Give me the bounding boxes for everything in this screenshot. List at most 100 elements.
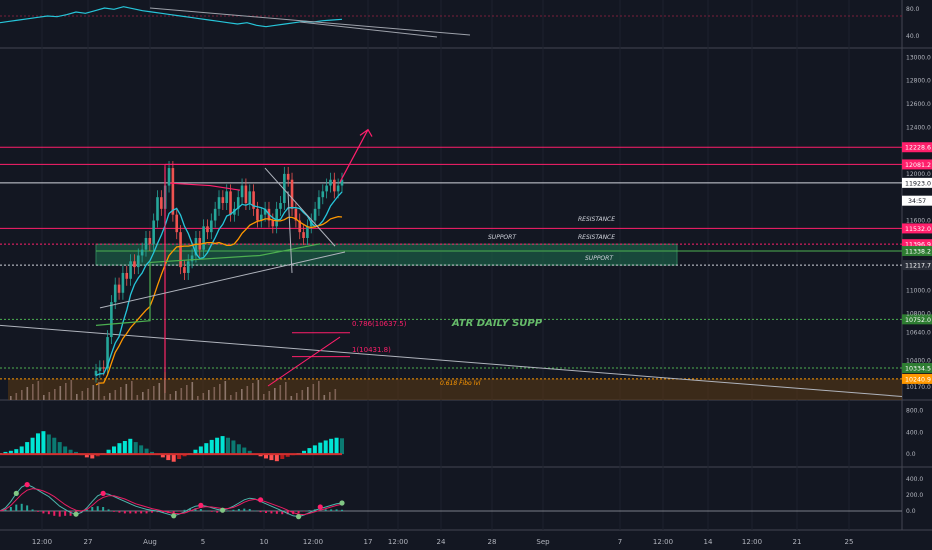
macd-hist-bar bbox=[31, 509, 34, 511]
candle-body bbox=[325, 185, 328, 192]
macd-hist-bar bbox=[297, 511, 300, 514]
candle-body bbox=[221, 197, 225, 204]
histogram-bar bbox=[264, 454, 268, 459]
candle-body bbox=[183, 267, 186, 273]
histogram-bar bbox=[8, 450, 13, 455]
candle-body bbox=[144, 237, 148, 250]
macd-hist-bar bbox=[37, 511, 39, 512]
macd-hist-bar bbox=[151, 511, 153, 513]
osc-trendline bbox=[149, 7, 471, 36]
histogram-bar bbox=[334, 437, 339, 455]
volume-bar bbox=[274, 388, 276, 400]
volume-bar bbox=[334, 389, 337, 400]
histogram-bar bbox=[209, 439, 214, 455]
candle-body bbox=[148, 237, 152, 244]
macd-cross-marker bbox=[73, 511, 79, 517]
volume-bar bbox=[191, 382, 194, 400]
atr-label: ATR DAILY SUPP bbox=[451, 318, 543, 329]
macd-hist-bar bbox=[281, 511, 284, 515]
candle-body bbox=[256, 208, 259, 221]
macd-hist-bar bbox=[15, 504, 18, 511]
macd-hist-bar bbox=[286, 511, 289, 515]
resistance-label-1: RESISTANCE bbox=[578, 216, 615, 223]
volume-bar bbox=[241, 389, 243, 400]
histogram-bar bbox=[36, 433, 40, 455]
volume-bar bbox=[59, 386, 62, 400]
histogram-bar bbox=[74, 451, 78, 455]
macd-hist-bar bbox=[107, 509, 110, 511]
histogram-bar bbox=[128, 438, 133, 455]
macd-hist-bar bbox=[64, 511, 67, 516]
y-tick-label: 13000.0 bbox=[906, 54, 931, 61]
volume-bar bbox=[208, 390, 210, 400]
histogram-bar bbox=[106, 449, 111, 455]
volume-bar bbox=[32, 384, 34, 400]
support-zone bbox=[95, 243, 678, 266]
candle-body bbox=[259, 214, 263, 221]
histogram-bar bbox=[226, 437, 230, 455]
histogram-bar bbox=[150, 451, 154, 455]
macd-hist-bar bbox=[308, 510, 311, 511]
candle-body bbox=[283, 173, 286, 204]
candle-body bbox=[229, 191, 232, 215]
volume-bar bbox=[120, 387, 122, 400]
volume-bar bbox=[268, 391, 271, 400]
macd-cross-marker bbox=[171, 513, 177, 519]
y-tick-label: 0.0 bbox=[906, 451, 916, 458]
candle-body bbox=[236, 197, 240, 209]
volume-bar bbox=[142, 392, 144, 400]
countdown-badge bbox=[902, 195, 932, 206]
histogram-bar bbox=[215, 437, 220, 455]
histogram-bar bbox=[25, 442, 30, 455]
macd-hist-bar bbox=[47, 511, 50, 515]
y-tick-label: 12600.0 bbox=[906, 101, 931, 108]
volume-bar bbox=[131, 381, 133, 400]
candle-body bbox=[194, 237, 198, 256]
fib-786-label: 0.786(10637.5) bbox=[352, 320, 407, 328]
x-tick-label: 14 bbox=[704, 538, 713, 546]
y-tick-label: 400.0 bbox=[906, 476, 923, 483]
volume-bar bbox=[197, 396, 199, 400]
histogram-bar bbox=[329, 438, 334, 455]
macd-cross-marker bbox=[13, 490, 19, 496]
candle-body bbox=[117, 284, 121, 293]
macd-cross-marker bbox=[198, 502, 204, 508]
macd-hist-bar bbox=[199, 509, 202, 511]
macd-hist-bar bbox=[341, 509, 343, 511]
candle-body bbox=[140, 249, 144, 256]
macd-hist-bar bbox=[91, 507, 94, 511]
volume-bar bbox=[109, 393, 111, 400]
trend-step-green bbox=[95, 243, 321, 327]
candle-body bbox=[217, 197, 221, 209]
histogram-bar bbox=[182, 454, 187, 457]
price-badge-label: 12081.2 bbox=[905, 162, 931, 169]
macd-hist-bar bbox=[324, 509, 327, 511]
price-badge bbox=[902, 159, 932, 170]
candle-body bbox=[133, 261, 136, 268]
x-tick-label: 12:00 bbox=[653, 538, 673, 546]
price-badge-label: 11532.0 bbox=[905, 226, 931, 233]
price-panel bbox=[0, 128, 903, 400]
histogram-bar bbox=[95, 454, 100, 457]
candle-body bbox=[333, 179, 336, 192]
axes: 12:00 27 Aug 5 10 12:00 17 12:00 24 28 Sep 7 12:00 14… bbox=[32, 6, 932, 546]
histogram-bar bbox=[258, 454, 263, 457]
oscillator-top-panel bbox=[0, 6, 902, 38]
countdown-label: 34:57 bbox=[908, 198, 926, 205]
volume-bar bbox=[54, 389, 56, 400]
volume-bar bbox=[235, 392, 238, 400]
y-tick-label: 11000.0 bbox=[906, 287, 931, 294]
macd-hist-bar bbox=[265, 511, 267, 513]
candle-body bbox=[110, 302, 113, 338]
candle-body bbox=[213, 208, 217, 221]
histogram-bar bbox=[63, 446, 68, 455]
volume-bar bbox=[230, 395, 232, 400]
wedge-line bbox=[99, 251, 346, 309]
macd-hist-bar bbox=[210, 511, 213, 512]
macd-hist-bar bbox=[58, 511, 61, 517]
histogram-bar bbox=[122, 441, 127, 455]
histogram-bar bbox=[90, 454, 95, 459]
y-tick-label: 10400.0 bbox=[906, 357, 931, 364]
volume-bar bbox=[180, 388, 183, 400]
